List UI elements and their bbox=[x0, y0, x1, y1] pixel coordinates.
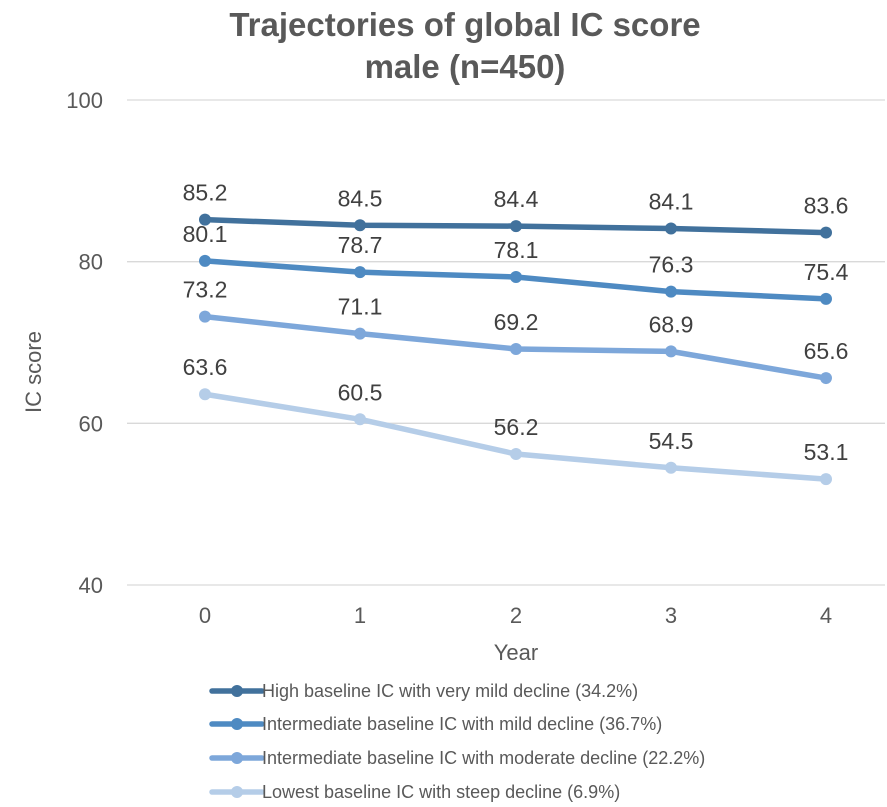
data-point bbox=[199, 388, 211, 401]
y-tick-label: 100 bbox=[66, 88, 103, 113]
data-point bbox=[510, 220, 522, 233]
data-point bbox=[665, 285, 677, 298]
legend-swatch-marker bbox=[231, 752, 243, 764]
data-label: 84.1 bbox=[649, 189, 694, 215]
data-labels: 85.2 84.5 84.4 84.1 83.6 80.1 78.7 78.1 76.3 75.4… bbox=[183, 180, 849, 465]
y-tick-label: 80 bbox=[79, 250, 103, 275]
series-group bbox=[199, 213, 832, 486]
data-label: 80.1 bbox=[183, 221, 228, 247]
legend: High baseline IC with very mild decline … bbox=[209, 681, 705, 802]
data-point bbox=[510, 271, 522, 284]
x-axis-ticks: 0 1 2 3 4 bbox=[199, 603, 832, 628]
data-label: 84.4 bbox=[494, 186, 539, 212]
data-point bbox=[199, 254, 211, 267]
data-label: 53.1 bbox=[804, 439, 849, 465]
legend-entry-label: Intermediate baseline IC with moderate d… bbox=[262, 748, 705, 768]
data-label: 68.9 bbox=[649, 311, 694, 337]
chart-title: Trajectories of global IC score bbox=[229, 6, 700, 43]
data-label: 83.6 bbox=[804, 193, 849, 219]
data-point bbox=[354, 327, 366, 340]
data-label: 84.5 bbox=[338, 185, 383, 211]
data-point bbox=[510, 448, 522, 461]
data-point bbox=[199, 213, 211, 226]
data-label: 63.6 bbox=[183, 354, 228, 380]
legend-swatch-marker bbox=[231, 718, 243, 730]
data-point bbox=[510, 342, 522, 355]
data-point bbox=[354, 219, 366, 232]
data-point bbox=[820, 226, 832, 239]
y-axis-ticks: 40 60 80 100 bbox=[66, 88, 103, 598]
x-axis-label: Year bbox=[494, 640, 538, 665]
data-label: 65.6 bbox=[804, 338, 849, 364]
data-point bbox=[820, 292, 832, 305]
data-point bbox=[354, 266, 366, 279]
gridlines bbox=[127, 99, 885, 586]
x-tick-label: 4 bbox=[820, 603, 832, 628]
legend-entry-label: Intermediate baseline IC with mild decli… bbox=[262, 714, 662, 734]
legend-swatch-marker bbox=[231, 786, 243, 798]
x-tick-label: 3 bbox=[665, 603, 677, 628]
data-label: 71.1 bbox=[338, 294, 383, 320]
y-tick-label: 60 bbox=[79, 411, 103, 436]
legend-swatch-marker bbox=[231, 685, 243, 697]
data-point bbox=[354, 413, 366, 426]
data-point bbox=[665, 345, 677, 358]
y-tick-label: 40 bbox=[79, 573, 103, 598]
data-label: 69.2 bbox=[494, 309, 539, 335]
data-point bbox=[820, 372, 832, 385]
data-point bbox=[665, 461, 677, 474]
data-label: 73.2 bbox=[183, 277, 228, 303]
data-label: 78.7 bbox=[338, 232, 383, 258]
data-label: 60.5 bbox=[338, 379, 383, 405]
data-label: 78.1 bbox=[494, 237, 539, 263]
y-axis-label: IC score bbox=[21, 331, 46, 413]
data-point bbox=[820, 473, 832, 486]
data-label: 56.2 bbox=[494, 414, 539, 440]
data-label: 75.4 bbox=[804, 259, 849, 285]
chart-subtitle: male (n=450) bbox=[365, 48, 566, 85]
legend-entry-label: High baseline IC with very mild decline … bbox=[262, 681, 638, 701]
data-point bbox=[199, 310, 211, 323]
x-tick-label: 1 bbox=[354, 603, 366, 628]
data-label: 76.3 bbox=[649, 252, 694, 278]
legend-entry-label: Lowest baseline IC with steep decline (6… bbox=[262, 782, 620, 802]
x-tick-label: 2 bbox=[510, 603, 522, 628]
data-point bbox=[665, 222, 677, 235]
x-tick-label: 0 bbox=[199, 603, 211, 628]
data-label: 85.2 bbox=[183, 180, 228, 206]
data-label: 54.5 bbox=[649, 428, 694, 454]
